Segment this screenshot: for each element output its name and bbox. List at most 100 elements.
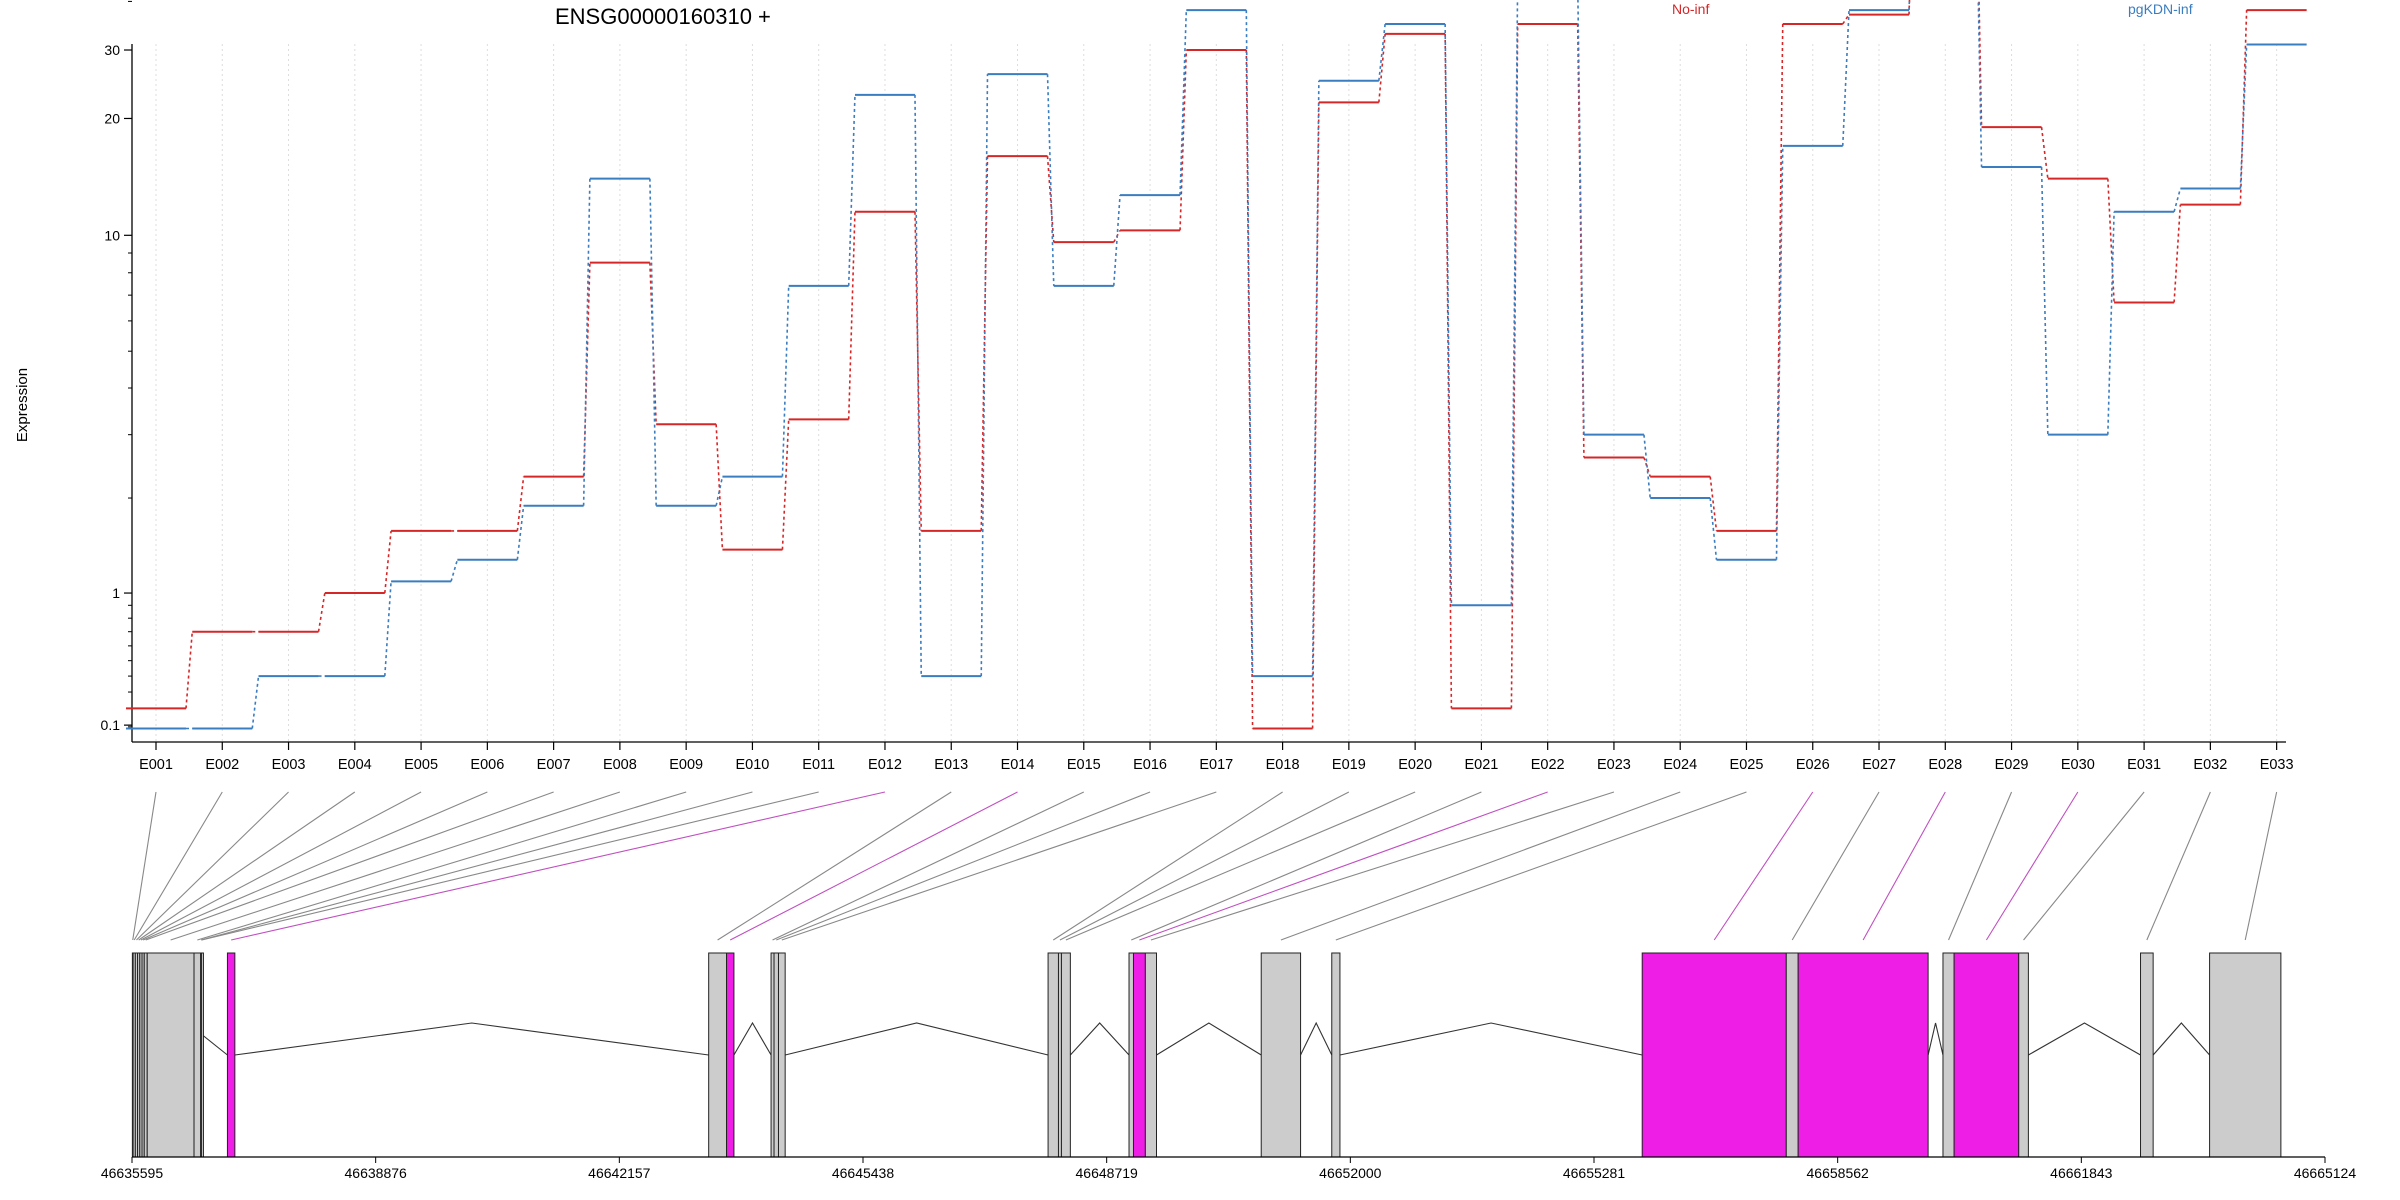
chart-title: ENSG00000160310 + xyxy=(555,4,771,29)
x-tick-label: E033 xyxy=(2260,757,2294,773)
intron-line xyxy=(1156,1022,1262,1056)
series-pgkdn-inf xyxy=(126,0,2307,730)
genomic-tick-label: 46648719 xyxy=(1076,1165,1139,1181)
series-connector xyxy=(2239,44,2248,189)
x-tick-label: E009 xyxy=(669,757,703,773)
exon-box xyxy=(1331,952,1341,1158)
y-axis: 0.1110203050100 xyxy=(101,0,133,742)
connector-line xyxy=(200,791,753,941)
series-connector xyxy=(2173,188,2182,212)
series-connector xyxy=(2107,178,2115,303)
series-connector xyxy=(1046,74,1055,286)
connector-line xyxy=(1150,791,1615,941)
connector-line xyxy=(132,791,157,941)
x-tick-label: E027 xyxy=(1862,757,1896,773)
exon-box xyxy=(1942,952,1955,1158)
connector-line xyxy=(145,791,554,941)
series-connector xyxy=(317,592,326,632)
series-connector xyxy=(1179,49,1188,231)
series-connector xyxy=(516,505,525,560)
x-tick-label: E020 xyxy=(1398,757,1432,773)
x-tick-label: E014 xyxy=(1001,757,1035,773)
exon-box xyxy=(1641,952,1787,1158)
connector-line xyxy=(136,791,289,941)
series-connector xyxy=(384,581,392,677)
connector-line xyxy=(1713,791,1814,941)
x-tick-label: E032 xyxy=(2193,757,2227,773)
exon-box xyxy=(2018,952,2029,1158)
intron-line xyxy=(733,1021,772,1056)
y-tick-label: 30 xyxy=(104,42,120,58)
series-connector xyxy=(185,631,194,709)
series-connector xyxy=(1775,145,1784,560)
series-connector xyxy=(582,178,591,506)
series-connector xyxy=(1245,10,1254,677)
x-tick-label: E005 xyxy=(404,757,438,773)
connector-line xyxy=(170,791,621,941)
genomic-tick-label: 46655281 xyxy=(1563,1165,1626,1181)
x-tick-label: E010 xyxy=(735,757,769,773)
x-tick-label: E003 xyxy=(272,757,306,773)
genomic-tick-label: 46665124 xyxy=(2294,1165,2357,1181)
genomic-axis: 46635595 46638876 46642157 46645438 46648719… xyxy=(101,1156,2357,1181)
genomic-tick-label: 46658562 xyxy=(1807,1165,1870,1181)
x-tick-label: E031 xyxy=(2127,757,2161,773)
series-connector xyxy=(516,476,525,532)
series-connector xyxy=(450,559,459,582)
series-connector xyxy=(2040,166,2049,435)
gene-model xyxy=(131,952,2282,1158)
connector-line xyxy=(201,791,819,941)
exon-connectors xyxy=(132,791,2278,941)
series-connector xyxy=(1841,10,1850,146)
series-lines xyxy=(126,0,2307,730)
exon-box xyxy=(193,952,202,1158)
connector-line xyxy=(231,791,886,941)
x-tick-label: E018 xyxy=(1266,757,1300,773)
exon-box xyxy=(1953,952,2020,1158)
connector-line xyxy=(1791,791,1880,941)
series-connector xyxy=(980,74,989,677)
series-connector xyxy=(1444,23,1453,606)
series-connector xyxy=(649,178,657,506)
series-connector xyxy=(2107,211,2115,435)
genomic-tick-label: 46635595 xyxy=(101,1165,164,1181)
x-tick-label: E019 xyxy=(1332,757,1366,773)
series-connector xyxy=(251,675,260,729)
connector-line xyxy=(142,791,488,941)
exon-box xyxy=(1132,952,1146,1158)
connector-line xyxy=(1948,791,2013,941)
series-connector xyxy=(715,476,724,506)
x-tick-label: E030 xyxy=(2061,757,2095,773)
genomic-tick-label: 46642157 xyxy=(588,1165,651,1181)
x-tick-label: E025 xyxy=(1730,757,1764,773)
intron-line xyxy=(2028,1022,2141,1056)
intron-line xyxy=(1927,1022,1944,1056)
series-connector xyxy=(1179,10,1188,196)
series-connector xyxy=(847,211,856,420)
series-connector xyxy=(715,424,724,550)
connector-line xyxy=(772,791,1085,941)
connector-line xyxy=(140,791,422,941)
connector-line xyxy=(1862,791,1946,941)
series-connector xyxy=(847,94,856,286)
x-axis: E001 E002 E003 E004 E005 E006 E007 E008 E009 E010… xyxy=(132,741,2294,773)
x-tick-label: E006 xyxy=(470,757,504,773)
genomic-tick-label: 46661843 xyxy=(2050,1165,2113,1181)
exon-box xyxy=(1785,952,1799,1158)
series-connector xyxy=(1775,23,1784,531)
connector-line xyxy=(1059,791,1350,941)
connector-line xyxy=(1131,791,1482,941)
exon-box xyxy=(1047,952,1059,1158)
exon-box xyxy=(1260,952,1302,1158)
series-connector xyxy=(1709,497,1718,560)
x-tick-label: E016 xyxy=(1133,757,1167,773)
series-connector xyxy=(1977,0,1983,168)
x-tick-label: E011 xyxy=(802,757,835,773)
connector-line xyxy=(197,791,687,941)
intron-line xyxy=(1339,1022,1643,1056)
x-tick-label: E017 xyxy=(1199,757,1233,773)
series-connector xyxy=(914,211,923,531)
exon-box xyxy=(2209,952,2282,1158)
intron-line xyxy=(234,1022,709,1056)
